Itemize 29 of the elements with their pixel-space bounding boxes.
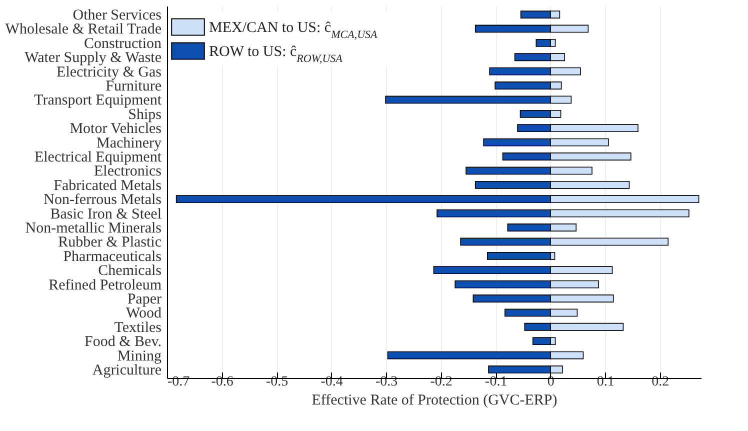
y-tick-label: Pharmaceuticals [63, 248, 162, 265]
legend-label: MEX/CAN to US: ĉ$_{MCA,USA}$ [209, 20, 378, 41]
y-tick-label: Electronics [94, 164, 162, 180]
y-tick-label: Machinery [96, 135, 162, 152]
y-tick-label: Ships [128, 106, 162, 123]
y-tick-label: Paper [127, 291, 162, 308]
y-tick-label: Chemicals [98, 263, 162, 280]
y-tick-label: Other Services [72, 8, 162, 24]
x-axis-title: Effective Rate of Protection (GVC-ERP) [312, 392, 558, 408]
y-tick-label: Motor Vehicles [70, 121, 162, 138]
y-tick-label: Rubber & Plastic [58, 234, 162, 251]
y-tick-label: Non-metallic Minerals [25, 220, 162, 236]
y-tick-label: Textiles [114, 320, 162, 336]
y-tick-label: Refined Petroleum [48, 277, 162, 294]
y-tick-label: Transport Equipment [34, 92, 162, 109]
y-tick-label: Wholesale & Retail Trade [5, 22, 162, 38]
y-tick-label: Electrical Equipment [34, 150, 162, 166]
y-tick-label: Water Supply & Waste [24, 50, 162, 66]
y-tick-label: Mining [117, 348, 162, 364]
legend-label: ROW to US: ĉ$_{ROW,USA}$ [209, 44, 343, 65]
y-tick-label: Wood [126, 306, 162, 322]
y-tick-label: Non-ferrous Metals [44, 192, 162, 208]
bar [487, 252, 551, 260]
y-tick-label: Electricity & Gas [56, 64, 162, 80]
y-tick-label: Basic Iron & Steel [50, 206, 162, 222]
y-tick-label: Food & Bev. [84, 334, 162, 350]
y-tick-label: Construction [84, 36, 162, 52]
y-tick-label: Furniture [106, 78, 162, 95]
y-tick-label: Fabricated Metals [54, 178, 162, 194]
